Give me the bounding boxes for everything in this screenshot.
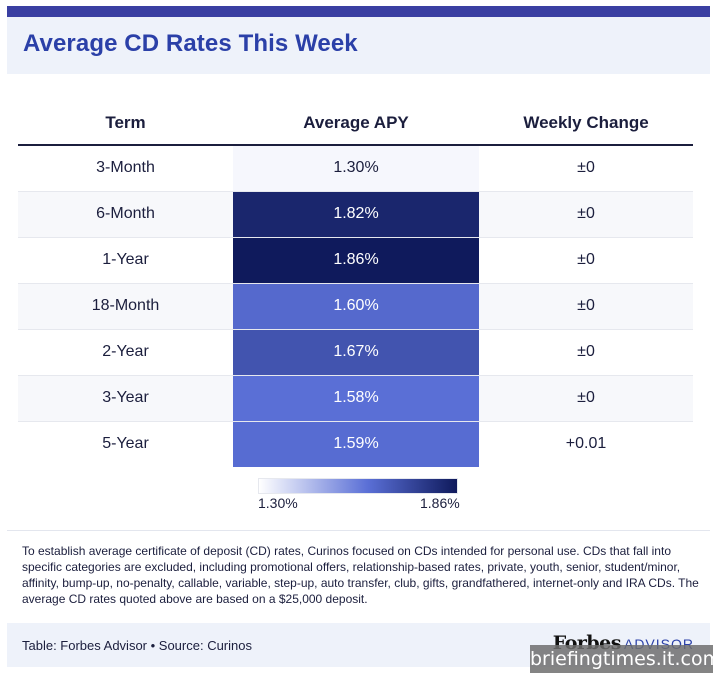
weekly-change-cell: ±0 [479, 191, 693, 238]
section-divider [7, 530, 710, 531]
methodology-footnote: To establish average certificate of depo… [22, 544, 699, 606]
apy-cell: 1.82% [233, 191, 479, 238]
apy-cell: 1.86% [233, 237, 479, 284]
weekly-change-cell: ±0 [479, 145, 693, 192]
term-cell: 1-Year [18, 237, 233, 284]
term-cell: 6-Month [18, 191, 233, 238]
weekly-change-cell: ±0 [479, 329, 693, 376]
color-scale-max-label: 1.86% [420, 495, 460, 511]
table-row: 18-Month 1.60% ±0 [18, 283, 693, 330]
weekly-change-cell: ±0 [479, 237, 693, 284]
term-cell: 5-Year [102, 435, 149, 453]
table-row: 2-Year 1.67% ±0 [18, 329, 693, 376]
apy-cell: 1.60% [233, 283, 479, 330]
term-cell: 3-Month [18, 145, 233, 192]
color-scale-legend [258, 478, 458, 494]
table-row: 5-Year 1.59% +0.01 [18, 421, 693, 467]
page-title: Average CD Rates This Week [23, 30, 358, 57]
apy-cell: 1.67% [233, 329, 479, 376]
watermark: briefingtimes.it.com [530, 645, 717, 673]
weekly-change-cell: +0.01 [565, 435, 607, 453]
column-header-term: Term [18, 101, 233, 146]
table-header-row: Term Average APY Weekly Change [18, 101, 693, 146]
title-band: Average CD Rates This Week [7, 17, 710, 74]
apy-cell: 1.59% [233, 421, 479, 467]
apy-cell: 1.30% [233, 145, 479, 192]
cd-rates-table: Term Average APY Weekly Change 3-Month 1.… [18, 101, 693, 467]
term-cell: 18-Month [18, 283, 233, 330]
table-row: 6-Month 1.82% ±0 [18, 191, 693, 238]
table-row: 1-Year 1.86% ±0 [18, 237, 693, 284]
source-credit: Table: Forbes Advisor • Source: Curinos [22, 638, 252, 653]
table-row: 3-Year 1.58% ±0 [18, 375, 693, 422]
column-header-weekly-change: Weekly Change [479, 101, 693, 146]
apy-cell: 1.58% [233, 375, 479, 422]
term-cell: 3-Year [18, 375, 233, 422]
table-row: 3-Month 1.30% ±0 [18, 145, 693, 192]
top-accent-bar [7, 6, 710, 17]
weekly-change-cell: ±0 [479, 283, 693, 330]
weekly-change-cell: ±0 [479, 375, 693, 422]
color-scale-min-label: 1.30% [258, 495, 298, 511]
column-header-average-apy: Average APY [233, 101, 479, 146]
color-scale-gradient [258, 478, 458, 494]
term-cell: 2-Year [18, 329, 233, 376]
